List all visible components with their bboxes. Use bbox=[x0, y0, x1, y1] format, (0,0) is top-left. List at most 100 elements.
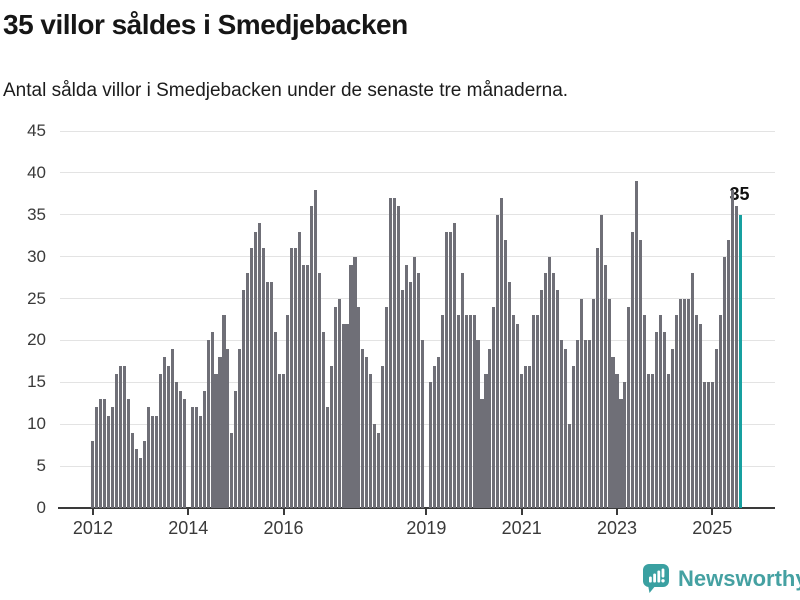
bar bbox=[488, 348, 492, 508]
bar bbox=[369, 373, 373, 508]
x-axis-label-2023: 2023 bbox=[596, 518, 637, 538]
bar bbox=[234, 390, 238, 508]
x-tickmark-2014 bbox=[187, 509, 190, 515]
bar bbox=[464, 315, 468, 508]
y-axis-label-20: 20 bbox=[27, 330, 46, 350]
bar bbox=[226, 348, 230, 508]
bar bbox=[659, 315, 663, 508]
bar bbox=[258, 223, 262, 508]
bar bbox=[536, 315, 540, 508]
bar bbox=[444, 231, 448, 508]
bar bbox=[405, 265, 409, 508]
bar bbox=[365, 357, 369, 508]
x-tickmark-2021 bbox=[520, 509, 523, 515]
bar bbox=[222, 315, 226, 508]
bar bbox=[579, 298, 583, 508]
bar bbox=[202, 390, 206, 508]
newsworthy-icon bbox=[643, 564, 669, 593]
bar bbox=[293, 248, 297, 508]
x-axis-line bbox=[58, 507, 775, 509]
bar bbox=[674, 315, 679, 508]
bar bbox=[667, 373, 671, 508]
bar bbox=[706, 382, 710, 508]
x-tickmark-2016 bbox=[282, 509, 285, 515]
y-axis-label-15: 15 bbox=[27, 372, 46, 392]
bar bbox=[373, 424, 377, 508]
bar bbox=[131, 432, 135, 508]
bar bbox=[440, 315, 444, 508]
x-axis-label-2019: 2019 bbox=[406, 518, 447, 538]
bar bbox=[607, 298, 611, 508]
bar bbox=[190, 407, 194, 508]
y-axis-label-5: 5 bbox=[36, 456, 46, 476]
bar bbox=[647, 373, 651, 508]
bar bbox=[143, 440, 147, 508]
bar bbox=[178, 390, 182, 508]
bar bbox=[472, 315, 476, 508]
bar bbox=[91, 440, 95, 508]
bar bbox=[710, 382, 714, 508]
bar bbox=[686, 298, 690, 508]
bar bbox=[297, 231, 301, 508]
bar bbox=[428, 382, 432, 508]
bar bbox=[277, 373, 282, 508]
bar bbox=[480, 399, 484, 508]
bar bbox=[285, 315, 290, 508]
bar bbox=[714, 348, 718, 508]
bar bbox=[139, 457, 143, 508]
bar bbox=[671, 348, 675, 508]
bar bbox=[210, 332, 214, 508]
bar bbox=[416, 273, 421, 508]
bar bbox=[325, 407, 329, 508]
bar bbox=[448, 231, 452, 508]
bar bbox=[702, 382, 706, 508]
bar bbox=[563, 348, 567, 508]
last-value-label: 35 bbox=[729, 183, 750, 204]
bar bbox=[361, 348, 365, 508]
bar bbox=[317, 273, 321, 508]
bar bbox=[619, 399, 623, 508]
bar bbox=[381, 365, 385, 508]
bar bbox=[643, 315, 647, 508]
bar bbox=[651, 373, 655, 508]
brand-name: Newsworthy bbox=[678, 565, 800, 591]
bar bbox=[468, 315, 472, 508]
bar bbox=[718, 315, 722, 508]
bar bbox=[349, 265, 353, 508]
gridline-35 bbox=[60, 214, 775, 216]
bar bbox=[547, 256, 552, 508]
bar bbox=[218, 357, 222, 508]
bar bbox=[409, 281, 413, 508]
bar bbox=[726, 239, 730, 508]
bar bbox=[492, 306, 496, 508]
bar bbox=[583, 340, 587, 508]
bar bbox=[393, 198, 397, 508]
bar bbox=[377, 432, 381, 508]
bar bbox=[520, 373, 524, 508]
bar bbox=[595, 248, 599, 508]
bar bbox=[99, 399, 103, 508]
y-axis-label-40: 40 bbox=[27, 162, 46, 182]
bar bbox=[246, 273, 250, 508]
bar bbox=[194, 407, 198, 508]
bar bbox=[591, 298, 595, 508]
x-tickmark-2012 bbox=[91, 509, 94, 515]
y-axis-label-45: 45 bbox=[27, 121, 46, 140]
bar bbox=[341, 323, 345, 508]
bar bbox=[663, 332, 667, 508]
brand-logo[interactable]: Newsworthy bbox=[642, 563, 800, 594]
bar bbox=[623, 382, 627, 508]
bar bbox=[274, 332, 278, 508]
bar bbox=[615, 373, 619, 508]
bar bbox=[631, 231, 635, 508]
bar bbox=[214, 373, 218, 508]
bar bbox=[524, 365, 528, 508]
bar bbox=[305, 265, 309, 508]
bar bbox=[401, 290, 405, 508]
bar-highlight bbox=[738, 214, 742, 508]
y-axis-label-30: 30 bbox=[27, 246, 46, 266]
bar bbox=[694, 315, 698, 508]
bar bbox=[603, 265, 607, 508]
bar bbox=[456, 315, 460, 508]
bar bbox=[587, 340, 591, 508]
